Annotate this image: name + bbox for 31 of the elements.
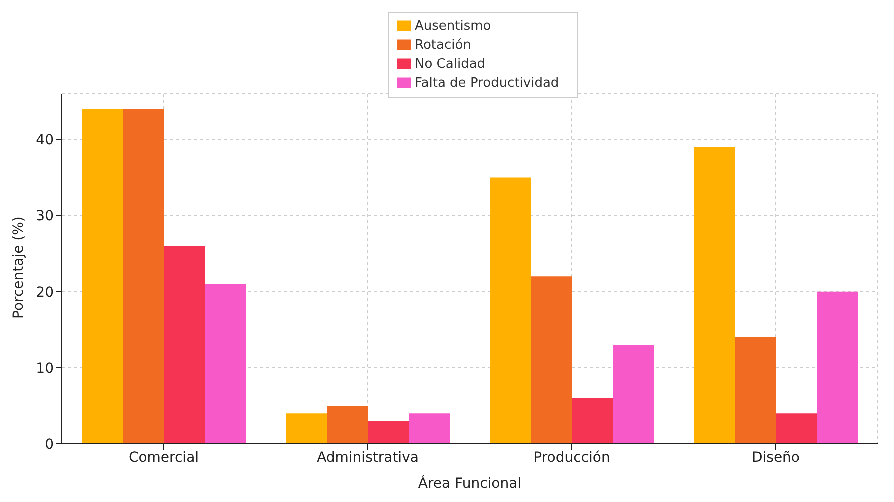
legend-label: Falta de Productividad (415, 76, 560, 91)
bar (694, 147, 736, 444)
x-tick-label: Administrativa (317, 450, 419, 466)
bar (82, 109, 124, 444)
legend-label: Ausentismo (415, 19, 492, 34)
x-axis-title: Área Funcional (418, 475, 522, 492)
y-tick-label: 40 (36, 132, 54, 149)
y-tick-label: 30 (36, 208, 54, 225)
bar (164, 246, 206, 444)
bar (327, 406, 368, 444)
bar (817, 292, 858, 444)
y-axis-title: Porcentaje (%) (10, 216, 27, 319)
y-tick-label: 10 (36, 360, 54, 377)
x-tick-label: Diseño (752, 450, 800, 466)
bar (368, 421, 410, 444)
bar (613, 345, 654, 444)
bar (490, 178, 532, 444)
bar (286, 414, 328, 444)
legend-label: No Calidad (415, 57, 486, 72)
bar (776, 414, 818, 444)
bar (409, 414, 450, 444)
y-tick-label: 20 (36, 284, 54, 301)
bar (735, 337, 776, 444)
legend-label: Rotación (415, 38, 472, 53)
y-tick-label: 0 (45, 436, 54, 453)
bar (572, 398, 614, 444)
x-tick-label: Producción (534, 450, 610, 466)
bar (531, 276, 572, 444)
x-tick-label: Comercial (128, 450, 200, 466)
bar (123, 109, 164, 444)
bar (205, 284, 246, 444)
